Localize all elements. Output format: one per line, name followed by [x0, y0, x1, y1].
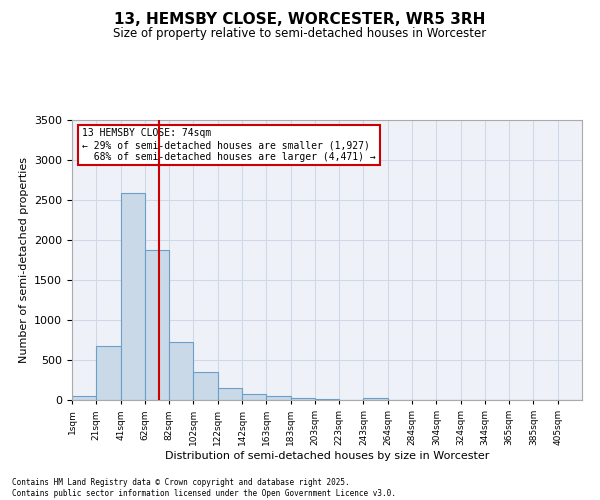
Bar	[315, 398, 339, 400]
Bar	[218, 388, 242, 400]
Bar	[242, 394, 266, 400]
Bar	[193, 372, 218, 400]
Text: Size of property relative to semi-detached houses in Worcester: Size of property relative to semi-detach…	[113, 28, 487, 40]
X-axis label: Distribution of semi-detached houses by size in Worcester: Distribution of semi-detached houses by …	[165, 451, 489, 461]
Bar	[266, 396, 290, 400]
Text: Contains HM Land Registry data © Crown copyright and database right 2025.
Contai: Contains HM Land Registry data © Crown c…	[12, 478, 396, 498]
Bar	[96, 346, 121, 400]
Bar	[121, 193, 145, 400]
Bar	[290, 398, 315, 400]
Bar	[145, 250, 169, 400]
Text: 13, HEMSBY CLOSE, WORCESTER, WR5 3RH: 13, HEMSBY CLOSE, WORCESTER, WR5 3RH	[115, 12, 485, 28]
Text: 13 HEMSBY CLOSE: 74sqm
← 29% of semi-detached houses are smaller (1,927)
  68% o: 13 HEMSBY CLOSE: 74sqm ← 29% of semi-det…	[82, 128, 376, 162]
Bar	[72, 396, 96, 400]
Y-axis label: Number of semi-detached properties: Number of semi-detached properties	[19, 157, 29, 363]
Bar	[169, 342, 193, 400]
Bar	[364, 398, 388, 400]
